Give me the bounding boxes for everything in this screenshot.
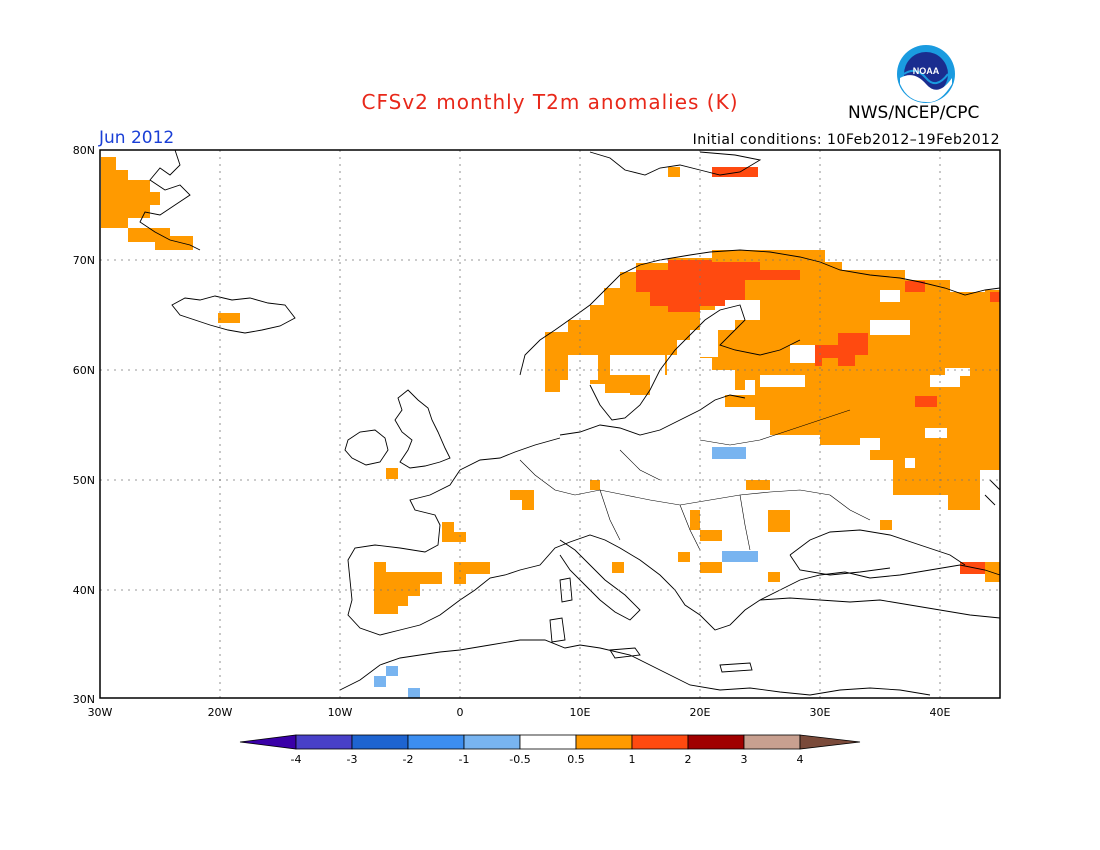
lon-tick: 0	[457, 706, 464, 719]
lon-tick: 30W	[88, 706, 113, 719]
anomaly-norway-edge	[990, 292, 1000, 302]
colorbar-swatch	[351, 734, 409, 750]
initial-conditions: Initial conditions: 10Feb2012–19Feb2012	[692, 132, 1000, 148]
lon-tick: 20W	[208, 706, 233, 719]
lon-tick: 30E	[810, 706, 831, 719]
colorbar-labels: -4 -3 -2 -1 -0.5 0.5 1 2 3 4	[291, 753, 804, 766]
anomaly-russia-strong-1	[905, 281, 925, 292]
anomaly-gaps	[568, 290, 970, 468]
anomaly-karelia-strong	[815, 333, 868, 366]
colorbar-label: -4	[291, 753, 302, 766]
colorbar-label: -1	[459, 753, 470, 766]
map-title: CFSv2 monthly T2m anomalies (K)	[361, 90, 739, 114]
colorbar-label: 2	[685, 753, 692, 766]
lon-tick: 10E	[570, 706, 591, 719]
lon-tick: 40E	[930, 706, 951, 719]
lat-tick: 80N	[73, 144, 95, 157]
colorbar-label: -3	[347, 753, 358, 766]
colorbar-swatch	[295, 734, 353, 750]
valid-month: Jun 2012	[99, 128, 175, 148]
colorbar-swatch	[631, 734, 689, 750]
coast-turkey	[759, 597, 1001, 619]
lat-axis: 80N 70N 60N 50N 40N 30N	[73, 144, 95, 706]
colorbar	[239, 734, 861, 750]
coast-italy	[559, 539, 641, 621]
coast-ireland	[344, 429, 389, 466]
anomaly-scattered	[374, 468, 1000, 614]
colorbar-label: -2	[403, 753, 414, 766]
anomaly-scandinavia-strong	[636, 260, 800, 312]
coast-caspian	[984, 479, 1001, 506]
colorbar-swatch	[743, 734, 801, 750]
colorbar-swatch-under	[239, 734, 297, 750]
graticule	[100, 150, 1000, 698]
lon-tick: 20E	[690, 706, 711, 719]
coast-black-sea	[789, 529, 966, 576]
lon-axis: 30W 20W 10W 0 10E 20E 30E 40E	[88, 706, 951, 719]
coast-greenland	[139, 149, 201, 251]
lat-tick: 30N	[73, 693, 95, 706]
anomaly-greenland	[101, 157, 160, 228]
coast-iceland	[171, 295, 296, 334]
anomaly-baltic-2	[725, 395, 755, 407]
colorbar-swatch	[687, 734, 745, 750]
coast-kola-whitesea	[819, 261, 1001, 296]
lat-tick: 60N	[73, 364, 95, 377]
coast-norway	[519, 249, 821, 376]
colorbar-swatch	[575, 734, 633, 750]
map-frame	[99, 149, 1001, 699]
anomaly-caucasus-strong	[960, 562, 985, 574]
anomaly-iceland	[218, 313, 240, 323]
anomaly-svalbard-1	[668, 167, 680, 177]
colorbar-swatch	[463, 734, 521, 750]
colorbar-swatch	[519, 734, 577, 750]
lat-tick: 70N	[73, 254, 95, 267]
noaa-logo: NOAA	[897, 45, 955, 103]
coastlines	[139, 149, 1001, 696]
colorbar-label: -0.5	[509, 753, 530, 766]
anomaly-svalbard-2	[712, 167, 758, 177]
lat-tick: 50N	[73, 474, 95, 487]
lon-tick: 10W	[328, 706, 353, 719]
anomaly-baltic-1	[545, 380, 560, 392]
coast-north-africa	[339, 639, 931, 696]
coast-west-europe	[347, 437, 1001, 636]
coast-sweden-baltic	[589, 304, 801, 421]
colorbar-label: 3	[741, 753, 748, 766]
anomaly-cool	[374, 447, 758, 698]
lat-tick: 40N	[73, 584, 95, 597]
anomaly-shading	[101, 157, 1000, 698]
colorbar-label: 0.5	[567, 753, 585, 766]
anomaly-greenland-south	[128, 228, 193, 250]
borders	[519, 409, 871, 551]
colorbar-label: 1	[629, 753, 636, 766]
agency-label: NWS/NCEP/CPC	[848, 103, 980, 123]
anomaly-russia-strong-2	[915, 396, 937, 407]
colorbar-swatch	[407, 734, 465, 750]
coast-mediterranean-islands	[549, 577, 753, 673]
coast-baltic-south	[559, 394, 746, 436]
svg-text:NOAA: NOAA	[913, 66, 940, 76]
colorbar-label: 4	[797, 753, 804, 766]
coast-svalbard	[589, 151, 762, 176]
colorbar-swatch-over	[799, 734, 861, 750]
coast-britain	[394, 389, 451, 469]
